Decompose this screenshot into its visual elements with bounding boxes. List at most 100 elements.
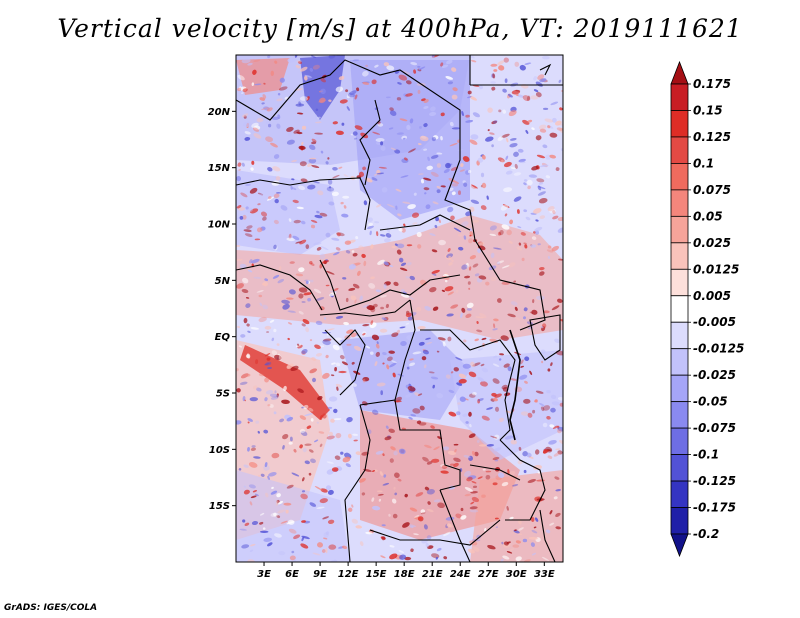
field-speckle <box>472 219 480 223</box>
field-speckle <box>529 370 533 375</box>
field-speckle <box>415 492 424 497</box>
field-speckle <box>311 138 317 143</box>
field-speckle <box>334 337 342 341</box>
field-speckle <box>249 397 258 402</box>
field-speckle <box>480 363 485 367</box>
field-speckle <box>545 529 551 534</box>
field-speckle <box>251 258 260 264</box>
field-speckle <box>497 60 505 66</box>
field-speckle <box>479 444 487 447</box>
field-speckle <box>271 486 274 489</box>
field-speckle <box>472 263 479 268</box>
field-speckle <box>279 86 288 91</box>
field-speckle <box>314 486 323 491</box>
field-speckle <box>410 548 414 552</box>
field-speckle <box>301 348 308 355</box>
field-speckle <box>291 178 295 181</box>
field-speckle <box>474 338 479 342</box>
field-speckle <box>251 520 259 526</box>
colorbar-label: -0.125 <box>693 474 736 488</box>
field-speckle <box>453 443 459 446</box>
field-speckle <box>436 189 441 194</box>
field-speckle <box>319 212 328 217</box>
field-speckle <box>459 396 466 402</box>
field-speckle <box>405 393 413 398</box>
field-speckle <box>367 217 373 223</box>
field-speckle <box>336 232 341 237</box>
field-speckle <box>376 172 384 175</box>
field-speckle <box>328 431 333 437</box>
field-speckle <box>558 258 563 261</box>
field-speckle <box>458 373 467 379</box>
field-speckle <box>459 169 465 172</box>
field-speckle <box>280 520 288 524</box>
field-speckle <box>472 391 477 396</box>
field-speckle <box>381 187 388 193</box>
field-speckle <box>380 555 386 559</box>
colorbar: 0.175 0.15 0.125 0.1 0.075 0.05 0.025 0.0125 0.0… <box>670 60 744 558</box>
field-speckle <box>241 113 249 118</box>
field-speckle <box>444 286 454 292</box>
field-speckle <box>242 277 249 284</box>
field-speckle <box>295 241 302 244</box>
field-speckle <box>425 341 433 345</box>
field-speckle <box>271 452 280 459</box>
field-speckle <box>388 127 394 130</box>
field-speckle <box>471 481 477 484</box>
field-speckle <box>236 244 241 248</box>
field-speckle <box>423 187 430 191</box>
field-speckle <box>551 305 560 311</box>
field-speckle <box>467 281 471 285</box>
field-speckle <box>270 70 275 76</box>
field-speckle <box>260 473 265 477</box>
field-speckle <box>392 372 396 378</box>
field-speckle <box>466 476 473 482</box>
field-speckle <box>500 204 509 211</box>
field-speckle <box>420 179 425 184</box>
field-speckle <box>286 297 294 300</box>
field-speckle <box>392 513 398 519</box>
field-speckle <box>552 425 559 429</box>
field-speckle <box>251 160 255 165</box>
field-speckle <box>308 144 316 150</box>
field-speckle <box>503 541 509 546</box>
field-speckle <box>463 455 471 459</box>
field-speckle <box>247 269 253 273</box>
field-speckle <box>286 237 295 242</box>
field-speckle <box>515 317 521 321</box>
field-speckle <box>248 461 258 468</box>
field-speckle <box>442 446 450 451</box>
field-speckle <box>325 328 335 331</box>
field-speckle <box>442 341 446 347</box>
field-speckle <box>237 74 245 81</box>
field-speckle <box>248 484 256 489</box>
field-speckle <box>332 174 340 179</box>
field-speckle <box>472 112 480 118</box>
field-speckle <box>344 240 352 245</box>
field-speckle <box>263 82 266 85</box>
field-speckle <box>359 541 364 547</box>
field-speckle <box>479 313 487 319</box>
field-speckle <box>412 351 422 355</box>
field-speckle <box>450 166 459 171</box>
field-speckle <box>519 64 526 71</box>
field-speckle <box>485 281 490 286</box>
field-speckle <box>508 471 516 476</box>
field-speckle <box>322 339 331 346</box>
field-speckle <box>322 338 332 342</box>
field-speckle <box>540 406 545 412</box>
field-speckle <box>530 95 539 100</box>
field-speckle <box>485 470 492 473</box>
field-speckle <box>352 131 358 136</box>
field-speckle <box>250 447 256 451</box>
field-speckle <box>320 88 326 95</box>
field-speckle <box>468 238 473 244</box>
field-speckle <box>250 327 260 330</box>
field-speckle <box>288 218 292 222</box>
field-speckle <box>421 356 427 361</box>
field-speckle <box>407 204 416 210</box>
field-speckle <box>397 373 404 377</box>
field-speckle <box>379 234 386 237</box>
border-line <box>359 99 381 186</box>
